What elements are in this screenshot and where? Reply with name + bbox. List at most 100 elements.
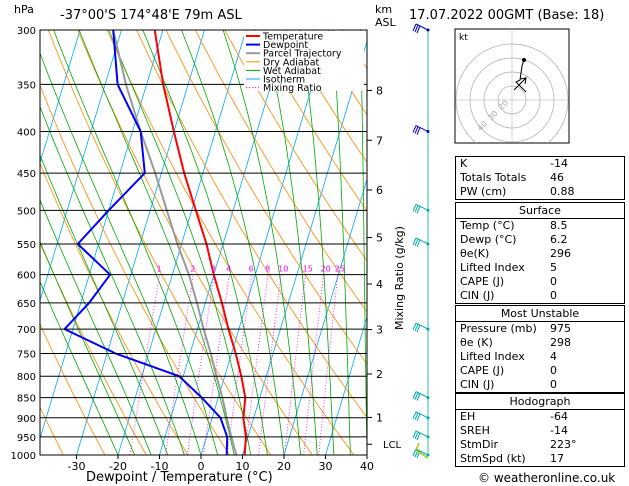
mixing-ratio-line	[284, 274, 306, 455]
credit-label: © weatheronline.co.uk	[478, 471, 616, 485]
pressure-tick-label: 400	[17, 128, 36, 139]
legend-item: Dry Adiabat	[263, 57, 320, 68]
index-row: Totals Totals 46	[460, 171, 564, 184]
mu-row: CIN (J) 0	[460, 378, 557, 391]
wet-adiabat-line	[40, 105, 185, 455]
km-tick-label: 4	[376, 278, 383, 291]
mixing-ratio-label: 4	[226, 265, 231, 274]
mixing-ratio-label: 15	[303, 265, 313, 274]
wind-barb	[412, 23, 429, 34]
surface-row: CAPE (J) 0	[460, 275, 557, 288]
storm-motion-arrow	[513, 76, 527, 91]
pressure-tick-label: 800	[17, 372, 36, 383]
legend-item: Mixing Ratio	[263, 83, 322, 94]
dry-adiabat-line	[253, 30, 367, 212]
pressure-tick-label: 850	[17, 394, 36, 405]
mixing-ratio-line	[303, 274, 324, 455]
parcel-trajectory-line	[112, 30, 238, 455]
mixing-ratio-label: 8	[265, 265, 270, 274]
mixing-ratio-axis-label: Mixing Ratio (g/kg)	[393, 226, 406, 330]
pressure-tick-label: 950	[17, 433, 36, 444]
isotherm-line	[40, 30, 122, 302]
pressure-tick-label: 700	[17, 325, 36, 336]
hodo-row: StmDir 223°	[460, 438, 577, 451]
mixing-ratio-label: 3	[211, 265, 216, 274]
mixing-ratio-line	[165, 274, 194, 455]
mixing-ratio-label: 2	[190, 265, 195, 274]
wind-barb	[412, 237, 429, 248]
isotherm-line	[117, 30, 247, 455]
mixing-ratio-label: 6	[249, 265, 254, 274]
hodo-row: StmSpd (kt) 17	[460, 452, 564, 465]
x-tick-label: 40	[360, 460, 374, 473]
mixing-ratio-label: 20	[321, 265, 331, 274]
indices-table: K -14 Totals Totals 46 PW (cm) 0.88	[455, 156, 625, 200]
wet-adiabat-line	[40, 52, 202, 455]
mixing-ratio-label: 1	[157, 265, 162, 274]
pressure-tick-label: 500	[17, 206, 36, 217]
dry-adiabat-line	[224, 30, 367, 262]
pressure-tick-label: 600	[17, 271, 36, 282]
mixing-ratio-line	[244, 274, 269, 455]
legend-box	[244, 31, 364, 91]
pressure-tick-label: 750	[17, 349, 36, 360]
hodograph-unit-label: kt	[459, 33, 468, 43]
hodograph-title: Hodograph	[456, 394, 624, 410]
legend-item: Parcel Trajectory	[263, 49, 342, 60]
surface-row: Dewp (°C) 6.2	[460, 233, 568, 246]
x-tick-label: -20	[109, 460, 127, 473]
mixing-ratio-line	[258, 274, 282, 455]
surface-row: CIN (J) 0	[460, 289, 557, 302]
hodo-row: EH -64	[460, 410, 568, 423]
surface-wind-barb	[415, 442, 429, 459]
km-tick-label: 3	[376, 324, 383, 337]
hodograph-table: Hodograph EH -64 SREH -14 StmDir 223° StmSp…	[455, 393, 625, 467]
wet-adiabat-line	[360, 30, 367, 455]
legend-item: Temperature	[262, 32, 323, 43]
mixing-ratio-line	[187, 274, 215, 455]
wind-barb	[412, 411, 429, 422]
pressure-tick-label: 550	[17, 240, 36, 251]
surface-title: Surface	[456, 203, 624, 219]
index-row: K -14	[460, 157, 568, 170]
lcl-label: LCL	[383, 440, 402, 451]
mu-row: Pressure (mb) 975	[460, 322, 571, 335]
legend-item: Dewpoint	[263, 40, 308, 51]
dry-adiabat-line	[40, 406, 64, 455]
pressure-tick-label: 650	[17, 299, 36, 310]
legend-item: Isotherm	[263, 75, 305, 86]
isotherm-line	[76, 30, 205, 455]
mixing-ratio-line	[318, 274, 339, 455]
x-axis-label: Dewpoint / Temperature (°C)	[86, 470, 273, 485]
km-tick-label: 2	[376, 368, 383, 381]
x-tick-label: -10	[151, 460, 169, 473]
isotherm-line	[40, 30, 81, 165]
x-tick-label: 0	[198, 460, 205, 473]
surface-row: Lifted Index 5	[460, 261, 557, 274]
wind-barb	[412, 203, 429, 214]
mu-row: CAPE (J) 0	[460, 364, 557, 377]
x-tick-label: 30	[319, 460, 333, 473]
isotherm-line	[325, 315, 367, 455]
hodo-row: SREH -14	[460, 424, 568, 437]
mixing-ratio-line	[129, 274, 160, 455]
surface-row: θe(K) 296	[460, 247, 571, 260]
km-tick-label: 6	[376, 184, 383, 197]
legend-item: Wet Adiabat	[263, 66, 321, 77]
mixing-ratio-label: 10	[278, 265, 288, 274]
surface-row: Temp (°C) 8.5	[460, 219, 568, 232]
wind-barb	[412, 322, 429, 333]
km-label: km	[375, 3, 393, 16]
km-tick-label: 5	[376, 231, 383, 244]
wind-barb	[412, 125, 429, 135]
datetime-label: 17.07.2022 00GMT (Base: 18)	[409, 8, 605, 23]
km-tick-label: 1	[376, 411, 383, 424]
mu-row: θe (K) 298	[460, 336, 571, 349]
wind-barb	[412, 448, 429, 459]
pressure-tick-label: 350	[17, 80, 36, 91]
location-label: -37°00'S 174°48'E 79m ASL	[60, 8, 242, 23]
mu-row: Lifted Index 4	[460, 350, 557, 363]
km-tick-label: 7	[376, 134, 383, 147]
mixing-ratio-label: 25	[335, 265, 345, 274]
